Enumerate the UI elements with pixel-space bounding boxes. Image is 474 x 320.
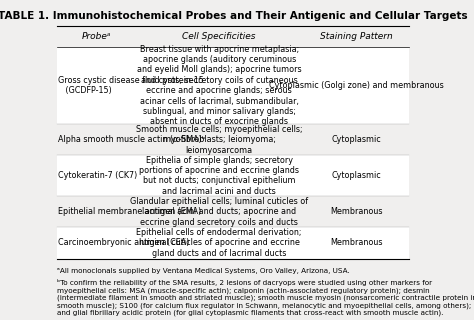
FancyBboxPatch shape: [57, 47, 409, 124]
Text: Cytokeratin-7 (CK7): Cytokeratin-7 (CK7): [58, 171, 137, 180]
Text: Cytoplasmic: Cytoplasmic: [331, 171, 381, 180]
Text: Cell Specificities: Cell Specificities: [182, 32, 256, 41]
Text: Epithelial cells of endodermal derivation;
luminal cuticles of apocrine and eccr: Epithelial cells of endodermal derivatio…: [137, 228, 302, 258]
Text: Membranous: Membranous: [330, 207, 383, 216]
FancyBboxPatch shape: [57, 124, 409, 156]
FancyBboxPatch shape: [57, 196, 409, 227]
Text: Probeᵃ: Probeᵃ: [82, 32, 110, 41]
Text: Cytoplasmic: Cytoplasmic: [331, 135, 381, 144]
Text: Breast tissue with apocrine metaplasia;
apocrine glands (auditory ceruminous
and: Breast tissue with apocrine metaplasia; …: [137, 44, 301, 126]
Text: Epithelia of simple glands; secretory
portions of apocrine and eccrine glands
bu: Epithelia of simple glands; secretory po…: [139, 156, 299, 196]
Text: Carcinoembryonic antigen (CEA): Carcinoembryonic antigen (CEA): [58, 238, 190, 247]
Text: TABLE 1. Immunohistochemical Probes and Their Antigenic and Cellular Targets: TABLE 1. Immunohistochemical Probes and …: [0, 11, 468, 21]
FancyBboxPatch shape: [57, 259, 409, 298]
Text: Smooth muscle cells; myoepithelial cells;
myofibroblasts; leiomyoma;
leiomyosarc: Smooth muscle cells; myoepithelial cells…: [136, 125, 302, 155]
Text: Membranous: Membranous: [330, 238, 383, 247]
Text: Staining Pattern: Staining Pattern: [320, 32, 393, 41]
FancyBboxPatch shape: [57, 156, 409, 196]
Text: ᵇTo confirm the reliability of the SMA results, 2 lesions of dacryops were studi: ᵇTo confirm the reliability of the SMA r…: [57, 279, 474, 316]
Text: Epithelial membrane antigen (EMA): Epithelial membrane antigen (EMA): [58, 207, 201, 216]
Text: Alpha smooth muscle actin (α-SMA)ᵇ: Alpha smooth muscle actin (α-SMA)ᵇ: [58, 135, 205, 144]
Text: Glandular epithelial cells; luminal cuticles of
lacrimal acini and ducts; apocri: Glandular epithelial cells; luminal cuti…: [130, 197, 308, 227]
Text: Gross cystic disease fluid protein-15
   (GCDFP-15): Gross cystic disease fluid protein-15 (G…: [58, 76, 204, 95]
Text: Cytoplasmic (Golgi zone) and membranous: Cytoplasmic (Golgi zone) and membranous: [269, 81, 444, 90]
Text: ᵃAll monoclonals supplied by Ventana Medical Systems, Oro Valley, Arizona, USA.: ᵃAll monoclonals supplied by Ventana Med…: [57, 268, 350, 274]
FancyBboxPatch shape: [57, 227, 409, 259]
